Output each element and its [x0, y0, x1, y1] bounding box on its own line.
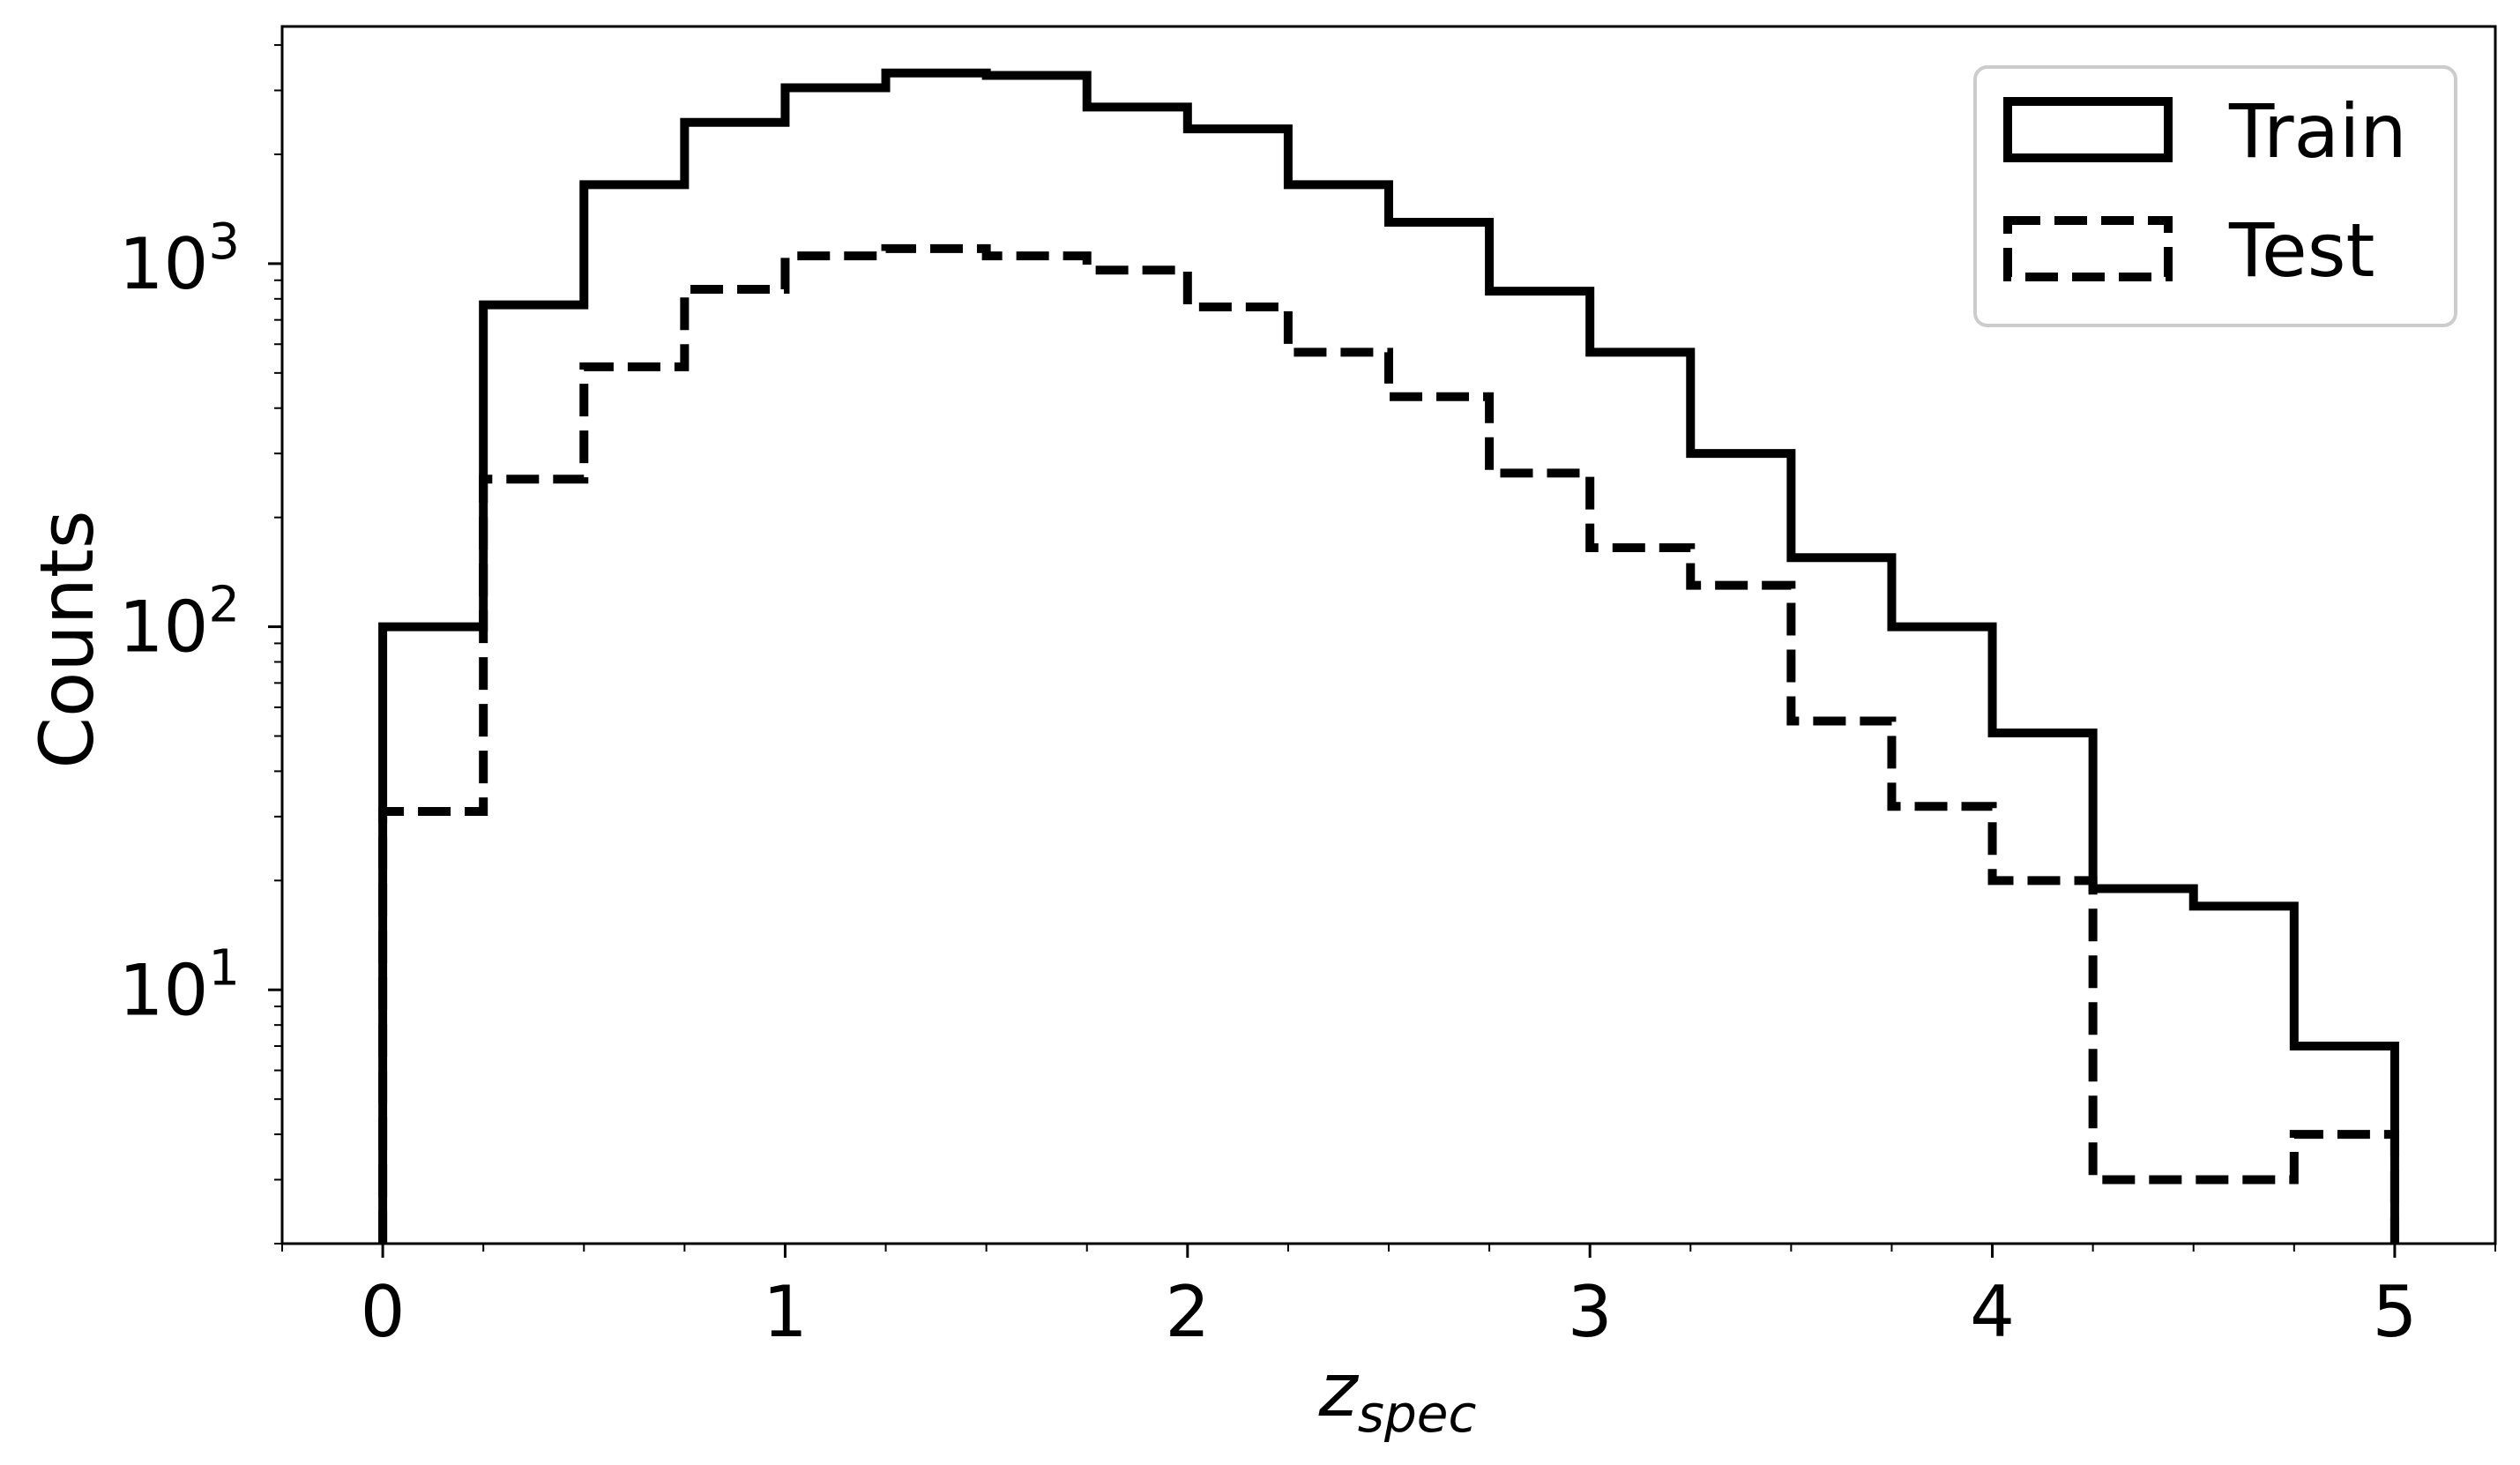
- legend-swatch-test: [2003, 216, 2173, 281]
- x-tick-label: 4: [1970, 1271, 2015, 1353]
- y-axis-label: Counts: [24, 510, 110, 768]
- legend: Train Test: [1973, 65, 2457, 327]
- legend-swatch-train: [2003, 97, 2173, 162]
- x-axis-label: zspec: [1318, 1347, 1477, 1444]
- x-tick-label: 3: [1568, 1271, 1613, 1353]
- legend-frame: [1973, 65, 2457, 327]
- x-tick-label: 5: [2372, 1271, 2417, 1353]
- x-tick-label: 0: [361, 1271, 406, 1353]
- y-tick-label: 102: [119, 577, 240, 669]
- histogram-train: [378, 68, 2399, 1244]
- x-tick-label: 1: [763, 1271, 808, 1353]
- plot-area: [378, 68, 2399, 1244]
- axes: 0 1 2 3 4 5 101 102 103 zspec Counts: [24, 25, 2497, 1444]
- y-tick-label: 103: [119, 213, 240, 305]
- histogram-test: [378, 243, 2399, 1244]
- legend-label-train: Train: [2228, 88, 2407, 175]
- legend-label-test: Test: [2228, 207, 2375, 294]
- y-tick-label: 101: [119, 939, 240, 1031]
- x-tick-label: 2: [1165, 1271, 1210, 1353]
